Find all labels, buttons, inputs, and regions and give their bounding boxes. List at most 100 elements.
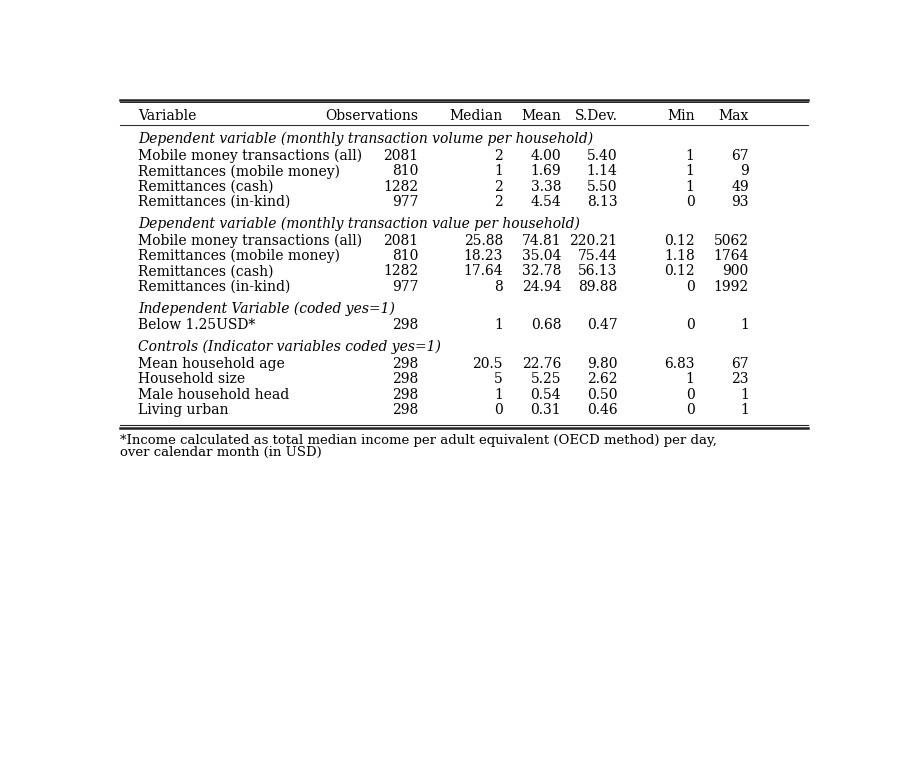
Text: S.Dev.: S.Dev. xyxy=(574,109,617,123)
Text: Variable: Variable xyxy=(138,109,197,123)
Text: Mobile money transactions (all): Mobile money transactions (all) xyxy=(138,149,362,163)
Text: 977: 977 xyxy=(392,280,419,294)
Text: 49: 49 xyxy=(731,179,748,194)
Text: 1992: 1992 xyxy=(714,280,748,294)
Text: 1: 1 xyxy=(740,387,748,402)
Text: 220.21: 220.21 xyxy=(569,234,617,248)
Text: 2.62: 2.62 xyxy=(587,372,617,387)
Text: 0: 0 xyxy=(686,387,695,402)
Text: 810: 810 xyxy=(392,249,419,263)
Text: 2: 2 xyxy=(494,179,503,194)
Text: 0.54: 0.54 xyxy=(531,387,561,402)
Text: 0.50: 0.50 xyxy=(587,387,617,402)
Text: 0.31: 0.31 xyxy=(531,403,561,417)
Text: Mean household age: Mean household age xyxy=(138,357,284,371)
Text: 0: 0 xyxy=(686,280,695,294)
Text: 0: 0 xyxy=(686,403,695,417)
Text: Dependent variable (monthly transaction volume per household): Dependent variable (monthly transaction … xyxy=(138,132,593,146)
Text: 9.80: 9.80 xyxy=(587,357,617,371)
Text: Observations: Observations xyxy=(325,109,419,123)
Text: 5.25: 5.25 xyxy=(531,372,561,387)
Text: 0.68: 0.68 xyxy=(531,318,561,332)
Text: 298: 298 xyxy=(392,357,419,371)
Text: 298: 298 xyxy=(392,403,419,417)
Text: Remittances (in-kind): Remittances (in-kind) xyxy=(138,195,290,209)
Text: 22.76: 22.76 xyxy=(522,357,561,371)
Text: Household size: Household size xyxy=(138,372,245,387)
Text: *Income calculated as total median income per adult equivalent (OECD method) per: *Income calculated as total median incom… xyxy=(120,433,718,446)
Text: 1: 1 xyxy=(494,318,503,332)
Text: 17.64: 17.64 xyxy=(463,265,503,278)
Text: 1282: 1282 xyxy=(383,179,419,194)
Text: 1.14: 1.14 xyxy=(586,164,617,179)
Text: 900: 900 xyxy=(722,265,748,278)
Text: 8.13: 8.13 xyxy=(587,195,617,209)
Text: 2: 2 xyxy=(494,195,503,209)
Text: 1: 1 xyxy=(740,318,748,332)
Text: 1: 1 xyxy=(494,387,503,402)
Text: 0: 0 xyxy=(494,403,503,417)
Text: 0: 0 xyxy=(686,195,695,209)
Text: 5.50: 5.50 xyxy=(587,179,617,194)
Text: 0.12: 0.12 xyxy=(664,265,695,278)
Text: 32.78: 32.78 xyxy=(522,265,561,278)
Text: 1: 1 xyxy=(686,149,695,163)
Text: 23: 23 xyxy=(731,372,748,387)
Text: 1: 1 xyxy=(686,372,695,387)
Text: Dependent variable (monthly transaction value per household): Dependent variable (monthly transaction … xyxy=(138,216,580,231)
Text: 5062: 5062 xyxy=(714,234,748,248)
Text: 1: 1 xyxy=(686,179,695,194)
Text: 2: 2 xyxy=(494,149,503,163)
Text: Remittances (cash): Remittances (cash) xyxy=(138,179,274,194)
Text: Male household head: Male household head xyxy=(138,387,289,402)
Text: 89.88: 89.88 xyxy=(578,280,617,294)
Text: Max: Max xyxy=(718,109,748,123)
Text: 1.69: 1.69 xyxy=(531,164,561,179)
Text: over calendar month (in USD): over calendar month (in USD) xyxy=(120,446,322,459)
Text: 1.18: 1.18 xyxy=(664,249,695,263)
Text: 25.88: 25.88 xyxy=(464,234,503,248)
Text: 298: 298 xyxy=(392,318,419,332)
Text: 1: 1 xyxy=(740,403,748,417)
Text: 1: 1 xyxy=(494,164,503,179)
Text: 0: 0 xyxy=(686,318,695,332)
Text: Median: Median xyxy=(449,109,503,123)
Text: Mean: Mean xyxy=(522,109,561,123)
Text: Below 1.25USD*: Below 1.25USD* xyxy=(138,318,255,332)
Text: 74.81: 74.81 xyxy=(522,234,561,248)
Text: 24.94: 24.94 xyxy=(522,280,561,294)
Text: Mobile money transactions (all): Mobile money transactions (all) xyxy=(138,233,362,248)
Text: 67: 67 xyxy=(731,357,748,371)
Text: 8: 8 xyxy=(494,280,503,294)
Text: Living urban: Living urban xyxy=(138,403,228,417)
Text: 2081: 2081 xyxy=(383,234,419,248)
Text: 2081: 2081 xyxy=(383,149,419,163)
Text: 1282: 1282 xyxy=(383,265,419,278)
Text: 1: 1 xyxy=(686,164,695,179)
Text: 9: 9 xyxy=(740,164,748,179)
Text: 18.23: 18.23 xyxy=(464,249,503,263)
Text: 4.54: 4.54 xyxy=(531,195,561,209)
Text: 977: 977 xyxy=(392,195,419,209)
Text: 35.04: 35.04 xyxy=(522,249,561,263)
Text: Remittances (in-kind): Remittances (in-kind) xyxy=(138,280,290,294)
Text: Remittances (mobile money): Remittances (mobile money) xyxy=(138,164,340,179)
Text: 0.46: 0.46 xyxy=(587,403,617,417)
Text: 298: 298 xyxy=(392,387,419,402)
Text: Independent Variable (coded yes=1): Independent Variable (coded yes=1) xyxy=(138,301,395,315)
Text: 5.40: 5.40 xyxy=(587,149,617,163)
Text: 0.12: 0.12 xyxy=(664,234,695,248)
Text: 3.38: 3.38 xyxy=(531,179,561,194)
Text: 20.5: 20.5 xyxy=(472,357,503,371)
Text: 298: 298 xyxy=(392,372,419,387)
Text: 4.00: 4.00 xyxy=(531,149,561,163)
Text: 75.44: 75.44 xyxy=(578,249,617,263)
Text: 810: 810 xyxy=(392,164,419,179)
Text: 5: 5 xyxy=(494,372,503,387)
Text: Min: Min xyxy=(667,109,695,123)
Text: 93: 93 xyxy=(731,195,748,209)
Text: Remittances (mobile money): Remittances (mobile money) xyxy=(138,249,340,263)
Text: 6.83: 6.83 xyxy=(664,357,695,371)
Text: 0.47: 0.47 xyxy=(587,318,617,332)
Text: Remittances (cash): Remittances (cash) xyxy=(138,265,274,278)
